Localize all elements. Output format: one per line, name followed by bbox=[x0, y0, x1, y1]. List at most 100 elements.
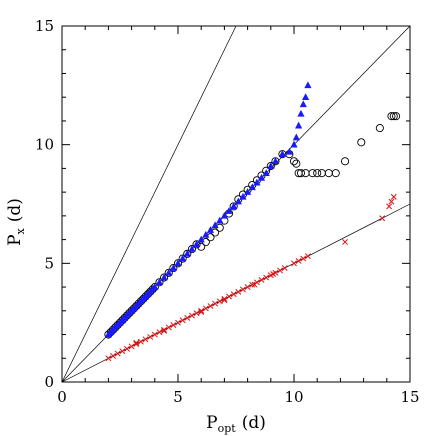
data-point-x bbox=[258, 276, 265, 283]
data-point-triangle bbox=[257, 173, 266, 181]
data-point-x bbox=[212, 300, 219, 307]
x-axis-label: Popt (d) bbox=[206, 413, 266, 435]
data-point-circle bbox=[340, 157, 350, 166]
data-point-triangle bbox=[271, 157, 280, 165]
data-point-x bbox=[235, 288, 242, 295]
data-point-triangle bbox=[202, 230, 210, 238]
data-point-circle bbox=[387, 112, 396, 121]
series-2-triangle-filled bbox=[104, 81, 312, 338]
data-point-triangle bbox=[299, 100, 307, 108]
data-point-x bbox=[300, 255, 307, 262]
data-point-triangle bbox=[206, 226, 215, 233]
data-point-x bbox=[198, 307, 205, 314]
data-point-circle bbox=[296, 169, 306, 178]
data-point-triangle bbox=[297, 109, 305, 117]
data-point-circle bbox=[308, 169, 317, 178]
data-point-x bbox=[216, 298, 223, 305]
data-point-x bbox=[390, 193, 397, 200]
y-tick-labels: 0 5 10 15 bbox=[35, 17, 54, 391]
data-point-x bbox=[221, 295, 228, 302]
data-point-x bbox=[161, 326, 168, 333]
data-point-circle bbox=[324, 169, 333, 178]
data-point-x bbox=[114, 350, 121, 357]
data-point-triangle bbox=[225, 207, 233, 214]
data-point-triangle bbox=[192, 240, 201, 248]
data-point-triangle bbox=[220, 211, 228, 219]
data-point-triangle bbox=[295, 121, 303, 129]
data-point-x bbox=[249, 281, 256, 288]
data-point-x bbox=[386, 203, 393, 210]
data-point-circle bbox=[331, 169, 340, 178]
data-point-x bbox=[179, 317, 186, 324]
plot-frame bbox=[61, 25, 411, 383]
data-point-circle bbox=[357, 138, 366, 147]
data-point-x bbox=[188, 312, 195, 319]
data-point-x bbox=[230, 291, 237, 298]
data-point-x bbox=[277, 267, 284, 274]
data-point-x bbox=[147, 333, 154, 340]
data-point-triangle bbox=[211, 221, 219, 229]
data-point-triangle bbox=[292, 133, 300, 141]
data-point-x bbox=[124, 345, 130, 352]
data-point-x bbox=[281, 265, 288, 272]
series-1-circle-open bbox=[104, 112, 401, 339]
data-point-x bbox=[110, 352, 116, 359]
data-point-triangle bbox=[155, 278, 164, 286]
x-tick-label: 10 bbox=[284, 388, 303, 406]
axis-ticks bbox=[61, 25, 411, 383]
data-point-triangle bbox=[183, 249, 191, 257]
data-point-x bbox=[251, 281, 258, 288]
data-point-triangle bbox=[230, 202, 238, 210]
data-point-x bbox=[263, 274, 270, 281]
y-axis-label: Px(d) bbox=[5, 198, 27, 246]
data-point-triangle bbox=[302, 93, 310, 100]
data-point-x bbox=[165, 324, 172, 331]
data-point-x bbox=[202, 305, 209, 312]
data-point-x bbox=[198, 309, 205, 315]
x-tick-label: 0 bbox=[57, 388, 67, 406]
data-point-circle bbox=[301, 169, 310, 178]
data-point-triangle bbox=[174, 259, 182, 267]
data-point-x bbox=[388, 198, 395, 205]
x-tick-label: 5 bbox=[173, 388, 183, 406]
data-point-x bbox=[142, 336, 149, 343]
data-point-x bbox=[175, 319, 181, 326]
series-3-x bbox=[105, 193, 397, 362]
data-point-x bbox=[244, 284, 251, 291]
x-tick-label: 15 bbox=[400, 388, 419, 406]
data-point-x bbox=[151, 331, 158, 338]
data-point-triangle bbox=[234, 197, 242, 205]
data-point-x bbox=[240, 286, 246, 293]
data-point-x bbox=[304, 253, 311, 260]
reference-line-3 bbox=[61, 203, 411, 383]
data-point-x bbox=[291, 260, 297, 267]
data-point-triangle bbox=[165, 268, 173, 276]
data-point-x bbox=[170, 322, 177, 328]
data-point-x bbox=[133, 341, 140, 347]
data-point-x bbox=[226, 293, 232, 300]
data-point-circle bbox=[289, 157, 299, 166]
data-point-triangle bbox=[278, 150, 286, 157]
data-point-triangle bbox=[188, 245, 196, 252]
data-point-x bbox=[161, 328, 168, 334]
data-point-triangle bbox=[290, 140, 298, 148]
data-point-triangle bbox=[253, 178, 261, 186]
data-point-triangle bbox=[304, 81, 312, 89]
data-point-x bbox=[105, 355, 112, 362]
data-point-x bbox=[221, 297, 228, 304]
data-point-triangle bbox=[285, 147, 293, 155]
data-point-circle bbox=[389, 112, 398, 121]
data-point-triangle bbox=[179, 254, 187, 262]
data-point-x bbox=[295, 258, 302, 264]
data-markers bbox=[104, 81, 401, 362]
data-point-circle bbox=[317, 169, 326, 178]
data-point-circle bbox=[392, 112, 401, 121]
data-point-x bbox=[270, 271, 277, 277]
data-point-x bbox=[379, 215, 386, 222]
reference-line-1 bbox=[61, 25, 237, 383]
data-point-triangle bbox=[216, 216, 224, 224]
data-point-triangle bbox=[151, 283, 159, 290]
data-point-x bbox=[128, 343, 135, 350]
y-tick-label: 15 bbox=[35, 17, 54, 35]
